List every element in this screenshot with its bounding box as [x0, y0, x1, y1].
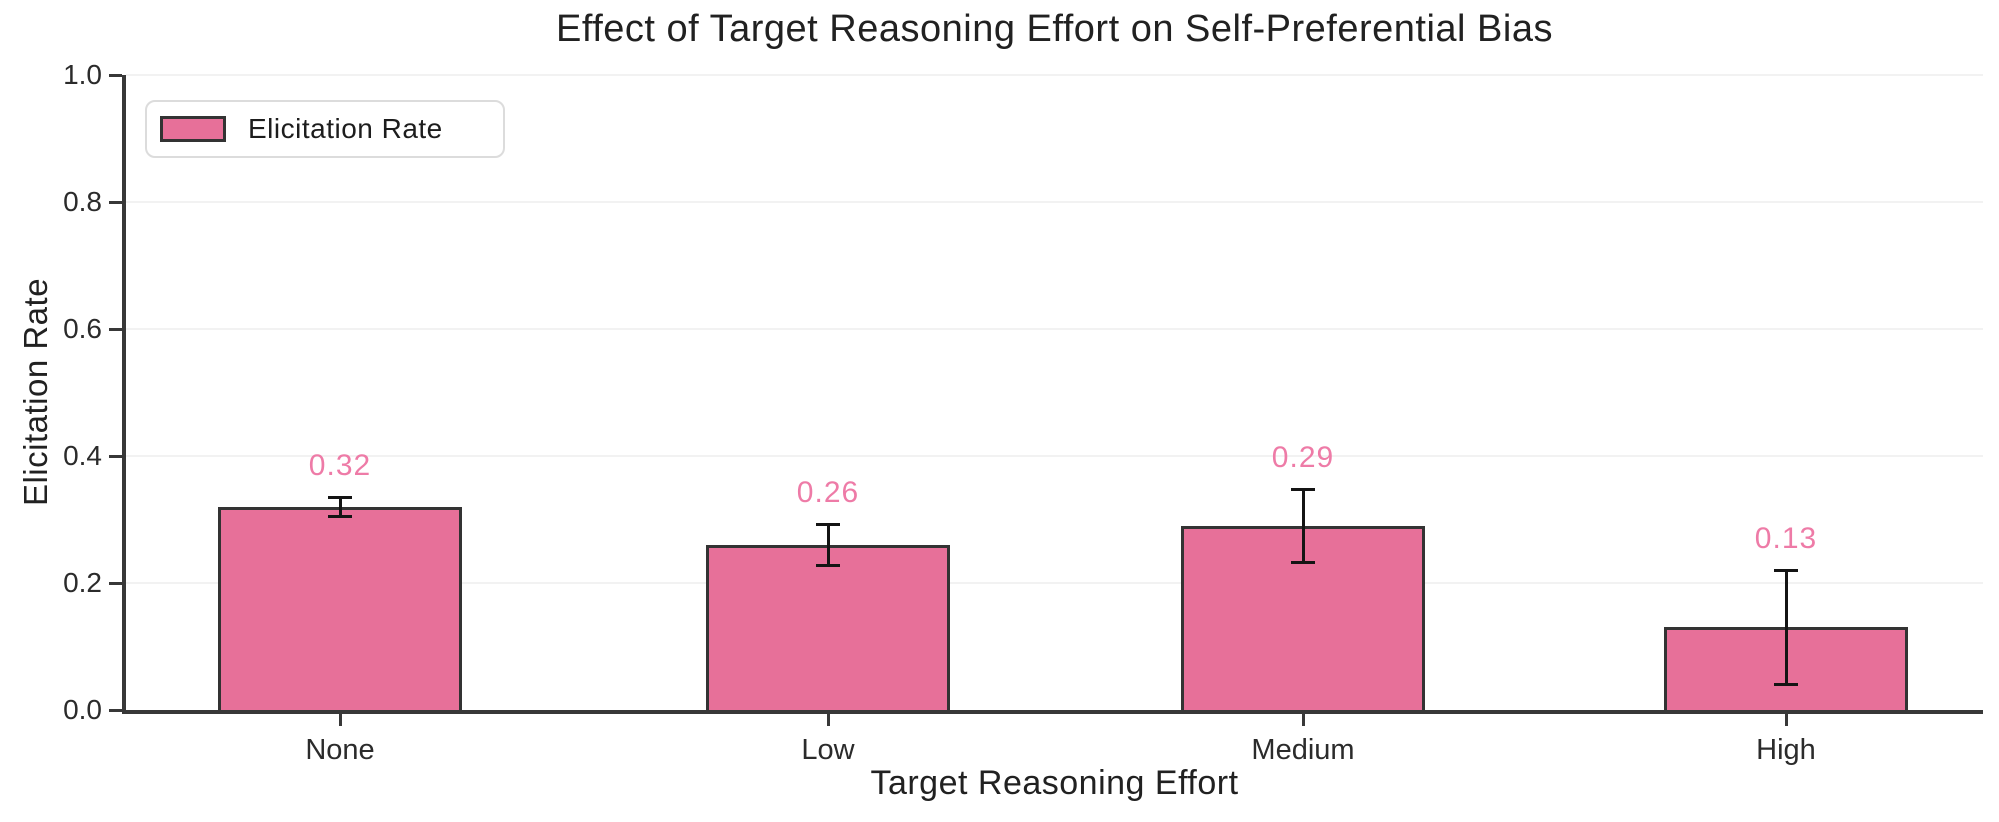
gridline [126, 455, 1983, 457]
bar-value-label: 0.32 [308, 448, 372, 482]
error-bar-cap-top [1774, 568, 1798, 572]
y-tick-mark [109, 328, 122, 331]
x-tick-mark [826, 714, 830, 726]
gridline [126, 201, 1983, 203]
y-axis-title: Elicitation Rate [17, 277, 54, 507]
x-tick-label: Low [801, 734, 855, 766]
legend-label: Elicitation Rate [248, 113, 443, 144]
y-tick-label: 0.4 [63, 440, 102, 471]
bar-value-label: 0.13 [1754, 521, 1818, 555]
x-tick-label: High [1756, 734, 1816, 766]
y-tick-mark [109, 709, 122, 712]
y-axis-spine [122, 75, 126, 714]
error-bar-cap-top [328, 495, 352, 499]
x-tick-label: Medium [1251, 734, 1355, 766]
error-bar-cap-bottom [1291, 560, 1315, 564]
gridline [126, 328, 1983, 330]
legend: Elicitation Rate [145, 100, 505, 158]
bar-value-label: 0.29 [1271, 441, 1335, 475]
x-tick-label: None [305, 734, 375, 766]
error-bar [338, 496, 342, 517]
y-tick-mark [109, 201, 122, 204]
bar [706, 544, 950, 710]
y-tick-label: 0.2 [63, 567, 102, 598]
error-bar-cap-bottom [1774, 683, 1798, 687]
y-tick-label: 0.0 [63, 694, 102, 725]
y-tick-mark [109, 74, 122, 77]
x-axis-spine [122, 710, 1983, 714]
error-bar-cap-top [816, 522, 840, 526]
error-bar [1301, 489, 1305, 563]
x-tick-mark [338, 714, 342, 726]
legend-swatch [160, 116, 226, 142]
x-axis-title: Target Reasoning Effort [870, 764, 1239, 802]
x-tick-mark [1301, 714, 1305, 726]
y-tick-label: 1.0 [63, 59, 102, 90]
error-bar-cap-bottom [328, 514, 352, 518]
x-tick-mark [1784, 714, 1788, 726]
error-bar [1784, 569, 1788, 686]
y-tick-label: 0.8 [63, 186, 102, 217]
bar-value-label: 0.26 [796, 475, 860, 509]
bar [218, 506, 462, 710]
error-bar [826, 523, 830, 566]
chart-title: Effect of Target Reasoning Effort on Sel… [556, 8, 1553, 50]
plot-area: 0.0 0.2 0.4 0.6 0.8 1.0 0.32 None 0.26 Low 0.29 Med… [63, 59, 1983, 766]
error-bar-cap-bottom [816, 563, 840, 567]
y-tick-mark [109, 455, 122, 458]
y-tick-mark [109, 582, 122, 585]
gridline [126, 582, 1983, 584]
y-tick-label: 0.6 [63, 313, 102, 344]
error-bar-cap-top [1291, 488, 1315, 492]
gridline [126, 74, 1983, 76]
